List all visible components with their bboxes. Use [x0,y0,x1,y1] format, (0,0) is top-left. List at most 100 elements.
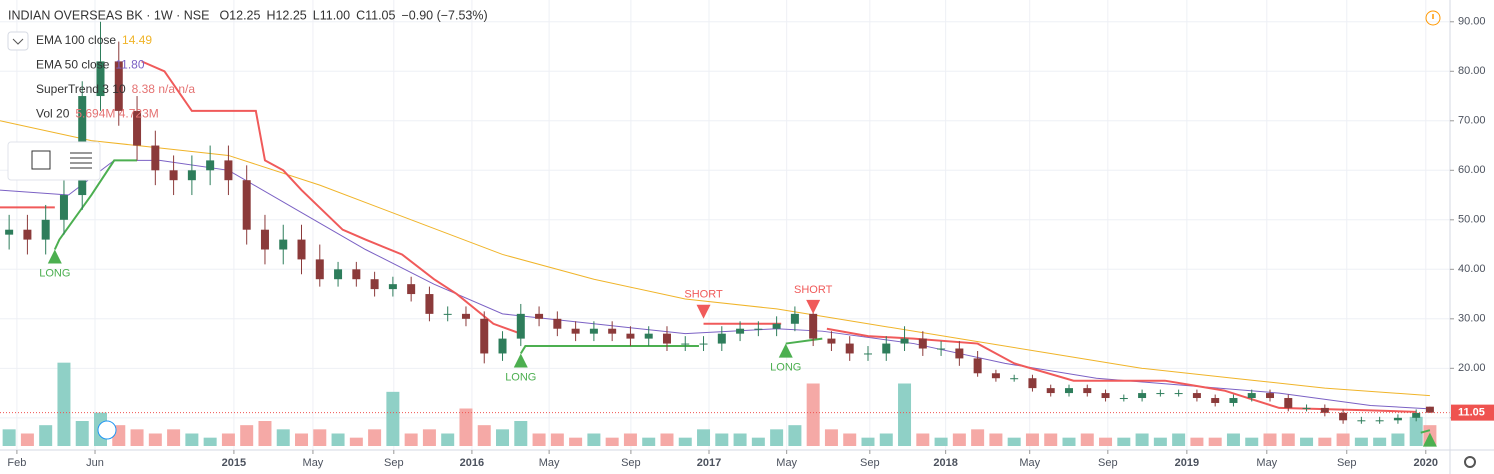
supertrend-up [785,337,823,345]
legend-value: 14.49 [122,33,152,47]
last-price-label: 11.05 [1458,407,1485,419]
volume-bar [1245,437,1259,446]
candle-body [1284,398,1293,408]
candle-body [1211,398,1220,403]
volume-bar [1099,437,1113,446]
candle-body [297,239,306,260]
volume-bar [1281,433,1295,446]
volume-bar [623,433,637,446]
candle-body [1119,398,1128,400]
candle-body [187,170,196,181]
alert-icon[interactable] [1425,10,1441,26]
x-tick-label: Sep [1337,457,1357,469]
legend-entry[interactable]: Vol 20 [36,107,70,121]
legend-value: 11.80 [115,58,144,72]
candle-body [1028,378,1037,389]
volume-bar [788,425,802,446]
volume-bar [916,433,930,446]
legend-entry[interactable]: EMA 100 close [36,33,116,47]
volume-bar [349,437,363,446]
candle-body [790,313,799,324]
candle-body [370,279,379,290]
candle-body [498,338,507,354]
volume-bar [569,437,583,446]
volume-bar [1373,437,1387,446]
legend-entry[interactable]: EMA 50 close [36,58,110,72]
ema-50-line [0,159,1430,410]
candle-body [1247,393,1256,399]
long-marker [778,343,793,358]
candle-body [407,284,416,295]
candle-body [114,61,123,111]
legend-entry[interactable]: SuperTrend 3 10 [36,82,126,96]
candle-body [644,333,653,339]
candle-body [553,318,562,329]
last-price-box [1451,404,1494,421]
candle-body [1229,398,1238,403]
volume-bar [971,429,985,446]
candle-body [443,313,452,315]
rect-tool-icon[interactable] [31,150,51,170]
candle-body [535,313,544,319]
candle-body [608,328,617,334]
candle-body [425,294,434,314]
volume-bar [258,421,272,446]
candle-body [96,61,105,97]
long-marker [513,353,528,368]
volume-bar [642,437,656,446]
settings-icon[interactable] [1464,456,1476,468]
volume-bar [989,433,1003,446]
candle-body [1064,388,1073,394]
candle-body [1393,417,1402,421]
candle-body [626,333,635,339]
volume-bar [824,429,838,446]
candle-body [1138,393,1147,399]
volume-bar [1318,437,1332,446]
volume-bar [20,433,34,446]
candle-body [388,284,397,290]
volume-bar [952,433,966,446]
candle-body [918,338,927,349]
candle-body [845,343,854,354]
candle-body [1010,378,1019,380]
candle-body [772,323,781,329]
volume-bar [1135,433,1149,446]
volume-bar [441,433,455,446]
candle-body [315,259,324,280]
x-tick-label: May [776,457,797,469]
short-label: SHORT [684,289,723,301]
volume-bar [39,425,53,446]
volume-bar [422,429,436,446]
volume-bar [898,383,912,446]
short-label: SHORT [794,284,833,296]
candle-body [352,269,361,280]
x-tick-label: Sep [1098,457,1118,469]
candle-body [955,348,964,359]
volume-bar [532,433,546,446]
x-tick-label: May [1256,457,1277,469]
volume-bar [843,433,857,446]
candle-body [589,328,598,334]
volume-bar [386,391,400,446]
long-marker [1422,432,1437,447]
candle-body [1266,393,1275,399]
candle-body [279,239,288,250]
volume-bar [185,433,199,446]
title: INDIAN OVERSEAS BK · 1W · NSE [8,8,209,22]
volume-bar [550,433,564,446]
candle-body [809,313,818,339]
volume-bar [57,362,71,446]
candle-body [169,170,178,181]
time-axis [0,450,1494,474]
volume-bar [678,437,692,446]
y-tick-label: 50.00 [1458,214,1486,226]
candle-body [151,145,160,171]
volume-bar [331,433,345,446]
candle-body [827,338,836,344]
legend-collapse[interactable] [7,31,29,51]
volume-bar [715,433,729,446]
candle-body [1412,412,1421,418]
candle-body [1339,412,1348,421]
candle-body [736,328,745,334]
supertrend-up [53,159,138,250]
